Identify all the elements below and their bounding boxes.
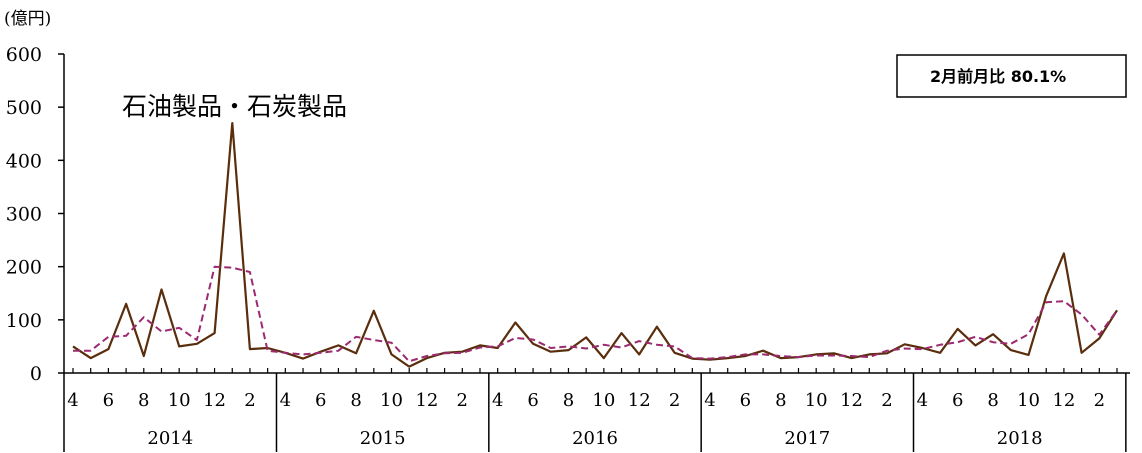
dashed-series-line xyxy=(73,265,1118,363)
x-tick-label: 10 xyxy=(805,390,828,411)
year-label: 2014 xyxy=(147,428,193,449)
y-tick-label: 500 xyxy=(6,97,42,119)
x-axis: 4 6 8 10 12 2 4 6 8 10 12 2 4 6 8 10 12 2 4 6 8 10 12 2 4 6 8 10 12 2… xyxy=(63,368,1130,452)
y-tick-label: 400 xyxy=(6,150,42,172)
y-tick-label: 600 xyxy=(6,44,42,66)
year-label: 2016 xyxy=(572,428,618,449)
x-tick-label: 4 xyxy=(917,390,928,411)
x-tick-label: 2 xyxy=(881,390,892,411)
y-tick-label: 0 xyxy=(30,363,42,385)
x-tick-label: 4 xyxy=(704,390,715,411)
x-tick-label: 4 xyxy=(492,390,503,411)
badge: 2月前月比 80.1% xyxy=(896,54,1127,98)
badge-box xyxy=(896,54,1127,98)
x-tick-label: 6 xyxy=(740,390,751,411)
year-label: 2015 xyxy=(360,428,406,449)
x-tick-label: 12 xyxy=(415,390,438,411)
badge-text: 2月前月比 80.1% xyxy=(930,67,1066,86)
year-label: 2017 xyxy=(784,428,830,449)
x-tick-label: 10 xyxy=(1017,390,1040,411)
x-tick-label: 10 xyxy=(592,390,615,411)
y-tick-label: 300 xyxy=(6,204,42,226)
x-tick-label: 12 xyxy=(1052,390,1075,411)
x-tick-label: 4 xyxy=(67,390,78,411)
x-tick-label: 2 xyxy=(1094,390,1105,411)
y-unit-label: (億円) xyxy=(4,9,51,29)
x-tick-label: 6 xyxy=(527,390,538,411)
x-tick-label: 12 xyxy=(628,390,651,411)
y-tick-label: 200 xyxy=(6,257,42,279)
chart-title: 石油製品・石炭製品 xyxy=(122,92,347,121)
x-tick-label: 10 xyxy=(168,390,191,411)
x-tick-label: 8 xyxy=(138,390,149,411)
x-tick-label: 12 xyxy=(203,390,226,411)
x-tick-label: 12 xyxy=(840,390,863,411)
x-tick-label: 6 xyxy=(103,390,114,411)
x-tick-label: 8 xyxy=(563,390,574,411)
x-tick-label: 2 xyxy=(457,390,468,411)
x-tick-label: 8 xyxy=(987,390,998,411)
x-tick-label: 8 xyxy=(350,390,361,411)
y-tick-label: 100 xyxy=(6,310,42,332)
x-tick-label: 2 xyxy=(669,390,680,411)
year-label: 2018 xyxy=(997,428,1043,449)
x-tick-label: 6 xyxy=(952,390,963,411)
x-tick-label: 8 xyxy=(775,390,786,411)
x-tick-label: 4 xyxy=(280,390,291,411)
x-tick-label: 2 xyxy=(244,390,255,411)
series-layer xyxy=(72,121,1118,368)
x-tick-label: 10 xyxy=(380,390,403,411)
solid-series-line xyxy=(72,121,1118,368)
x-tick-label: 6 xyxy=(315,390,326,411)
y-axis: 0 100 200 300 400 500 600 xyxy=(6,44,65,385)
